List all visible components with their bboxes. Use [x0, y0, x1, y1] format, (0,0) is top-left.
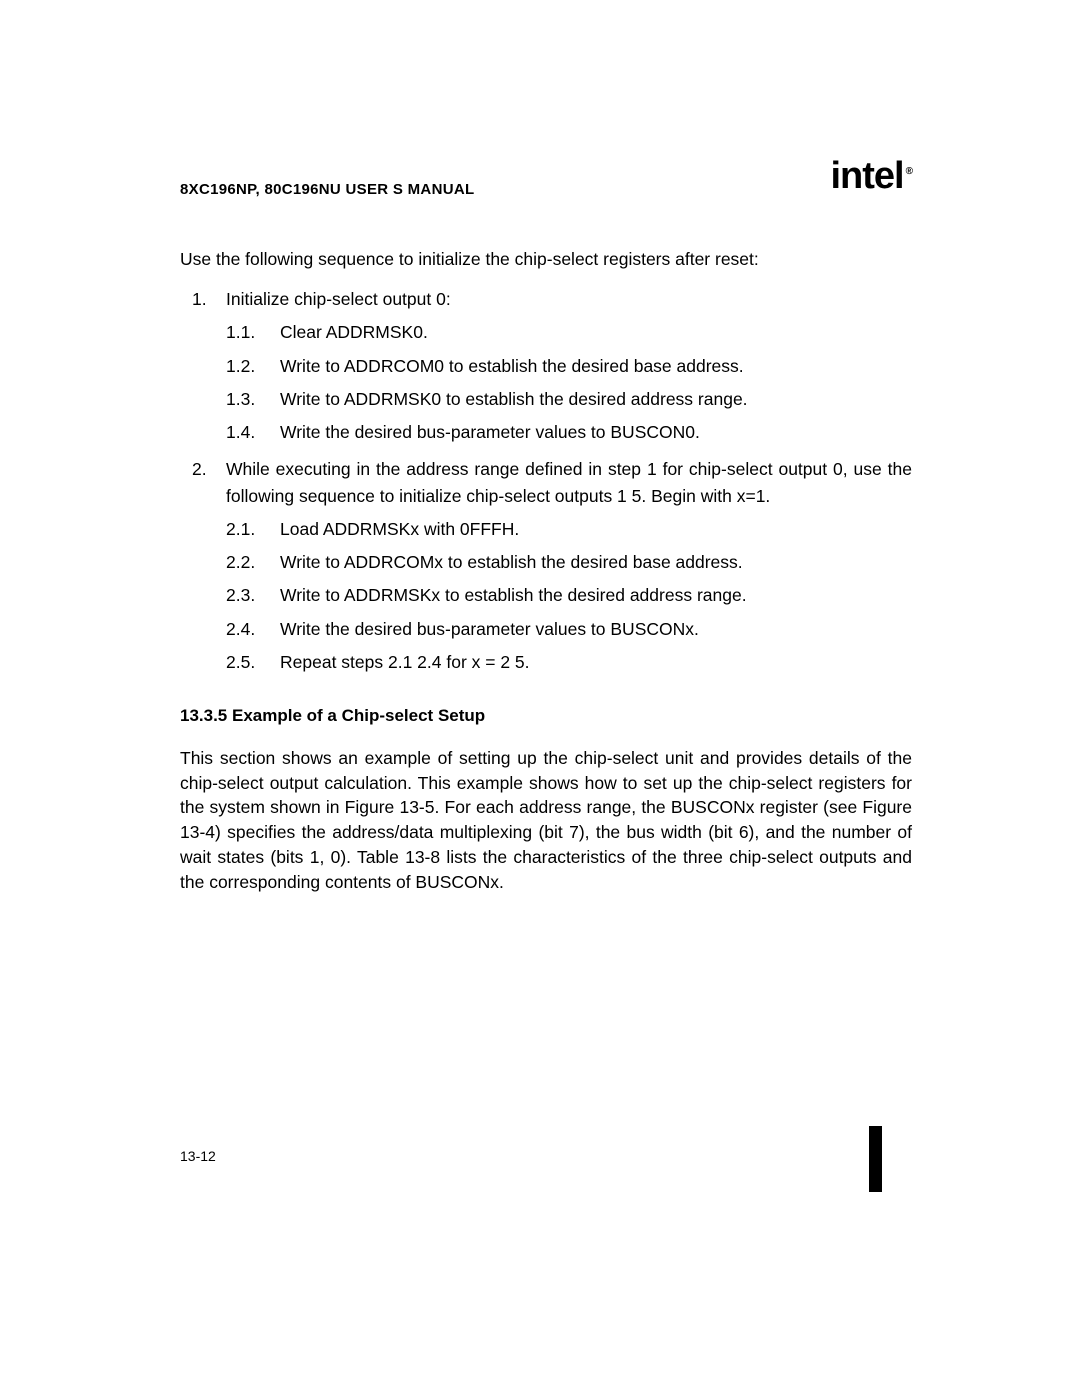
- sublist-item: Clear ADDRMSK0.: [226, 319, 912, 346]
- sublist-item: Write to ADDRMSKx to establish the desir…: [226, 582, 912, 609]
- list-item-2-label-a: While executing in the address range def…: [226, 459, 912, 506]
- sublist-item: Write to ADDRMSK0 to establish the desir…: [226, 386, 912, 413]
- main-ordered-list: Initialize chip-select output 0: Clear A…: [180, 286, 912, 676]
- body-paragraph: This section shows an example of setting…: [180, 746, 912, 895]
- sublist-item: Repeat steps 2.1 2.4 for x = 2 5.: [226, 649, 912, 676]
- registered-mark: ®: [906, 166, 912, 177]
- list-item-2-label: While executing in the address range def…: [226, 456, 912, 510]
- sublist-item: Write the desired bus-parameter values t…: [226, 616, 912, 643]
- page-number: 13-12: [180, 1148, 216, 1164]
- sublist-item: Load ADDRMSKx with 0FFFH.: [226, 516, 912, 543]
- page-content: 8XC196NP, 80C196NU USER S MANUAL intel® …: [0, 0, 1080, 895]
- intel-logo: intel®: [831, 155, 913, 198]
- document-title: 8XC196NP, 80C196NU USER S MANUAL: [180, 181, 474, 198]
- section-heading: 13.3.5 Example of a Chip-select Setup: [180, 706, 912, 726]
- list-item-1: Initialize chip-select output 0: Clear A…: [180, 286, 912, 446]
- list-item-1-label: Initialize chip-select output 0:: [226, 289, 451, 309]
- sublist-item: Write the desired bus-parameter values t…: [226, 419, 912, 446]
- list-item-2-label-b: x=1.: [737, 486, 771, 506]
- list-item-2: While executing in the address range def…: [180, 456, 912, 676]
- intro-text: Use the following sequence to initialize…: [180, 246, 912, 272]
- header-row: 8XC196NP, 80C196NU USER S MANUAL intel®: [180, 155, 912, 198]
- sublist-1: Clear ADDRMSK0. Write to ADDRCOM0 to est…: [226, 319, 912, 446]
- intel-logo-text: intel: [831, 155, 904, 197]
- sublist-item: Write to ADDRCOMx to establish the desir…: [226, 549, 912, 576]
- sublist-item: Write to ADDRCOM0 to establish the desir…: [226, 353, 912, 380]
- footer-mark-bar: [869, 1126, 882, 1192]
- sublist-2: Load ADDRMSKx with 0FFFH. Write to ADDRC…: [226, 516, 912, 676]
